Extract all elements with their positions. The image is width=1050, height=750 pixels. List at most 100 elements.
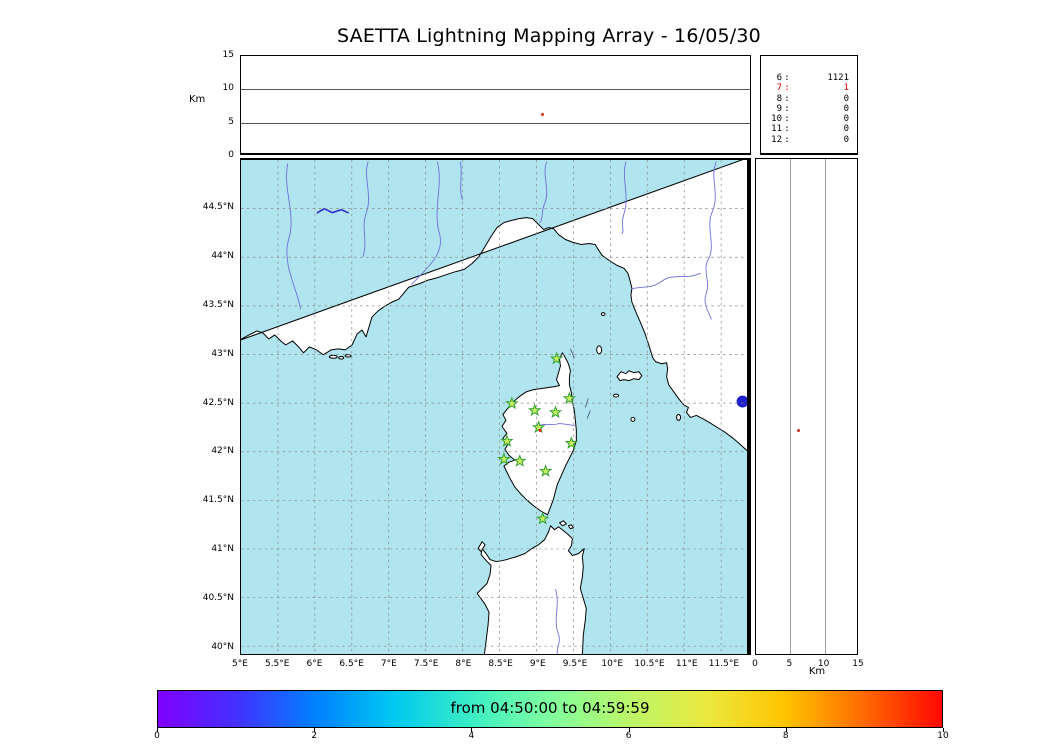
colorbar-tick-mark [628, 728, 630, 732]
longitude-tick-label: 7.5°E [413, 659, 439, 669]
source-count: 1 [843, 83, 849, 94]
station-count-row: 9: 0 [769, 104, 849, 114]
lma-station-marker [531, 420, 546, 434]
colorbar-tick-label: 4 [468, 731, 475, 741]
latitude-tick-label: 43°N [211, 348, 234, 359]
separator: : [784, 73, 790, 83]
porquerolles-island [328, 354, 338, 359]
source-count: 0 [843, 103, 849, 114]
map-panel [240, 158, 751, 655]
longitude-tick-label: 11°E [675, 659, 698, 669]
colorbar-tick-label: 6 [625, 731, 632, 741]
alpine-lake [316, 207, 349, 214]
latitude-tick-label: 40°N [211, 642, 234, 653]
station-count: 11 [771, 124, 782, 135]
station-count: 8 [776, 93, 782, 104]
gorgona-island [600, 312, 606, 317]
latitude-tick-label: 42.5°N [202, 397, 234, 408]
time-range-label: from 04:50:00 to 04:59:59 [450, 699, 650, 717]
river-sardinia [555, 588, 560, 654]
station-count-row: 10: 0 [769, 114, 849, 124]
altitude-gridline-10km [825, 159, 826, 654]
station-count-row: 8: 0 [769, 94, 849, 104]
lma-station-marker [513, 454, 527, 467]
giglio-island [676, 413, 682, 421]
lma-station-marker [548, 405, 563, 419]
altitude-tick-label: 15 [222, 50, 234, 60]
latitude-tick-label: 44.5°N [202, 201, 234, 212]
elba-island [616, 370, 643, 382]
separator: : [784, 114, 790, 125]
lma-station-marker [549, 351, 564, 365]
rivers-layer [286, 161, 717, 654]
montecristo-island [630, 416, 636, 422]
maddalena-island [558, 520, 567, 527]
source-count: 1121 [827, 73, 849, 83]
corsica [501, 352, 577, 516]
colorbar-tick-mark [471, 728, 473, 732]
longitude-tick-label: 6°E [306, 659, 323, 669]
colorbar-tick-mark [157, 728, 158, 732]
river [362, 161, 370, 257]
colorbar-tick-mark [785, 728, 787, 732]
separator: : [784, 134, 790, 145]
lma-station-marker [505, 396, 519, 410]
pianosa-island [613, 393, 620, 398]
lma-station-marker [564, 436, 579, 449]
source-count: 0 [843, 124, 849, 135]
longitude-tick-label: 10.5°E [634, 659, 665, 669]
longitude-tick-label: 9.5°E [562, 659, 588, 669]
sea-mark [570, 348, 575, 358]
lma-station-marker [528, 403, 542, 417]
latitude-tick-label: 44°N [211, 250, 234, 261]
longitude-tick-label: 9°E [529, 659, 546, 669]
caprera-island [567, 524, 574, 530]
lma-station-marker [497, 452, 511, 465]
station-count: 6 [776, 73, 782, 83]
map-canvas [241, 160, 747, 654]
levant-island [344, 354, 352, 358]
latitude-tick-label: 41.5°N [202, 495, 234, 506]
longitude-tick-label: 8.5°E [488, 659, 513, 669]
sea-mark [586, 410, 591, 419]
river [459, 161, 463, 201]
colorbar-tick-mark [314, 728, 316, 732]
lma-station-marker [500, 434, 514, 447]
latitude-tick-label: 41°N [211, 544, 234, 555]
lake-bolsena [736, 395, 747, 408]
lightning-sources [538, 428, 542, 432]
latitude-tick-label: 42°N [211, 446, 234, 457]
river [621, 161, 627, 235]
sardinia [476, 525, 587, 654]
station-count-stats: 6: 1121 7: 1 8: 0 9: 0 10: 0 11: 0 12: 0 [760, 55, 858, 155]
river-arno [631, 272, 701, 290]
altitude-tick-label: 5 [228, 116, 234, 127]
lightning-source-dot-map [538, 428, 542, 432]
lma-station-marker [538, 464, 553, 477]
station-count-row: 11: 0 [769, 124, 849, 134]
altitude-tick-label: 15 [852, 659, 864, 669]
altitude-axis-label: Km [189, 94, 206, 105]
lma-station-marker [535, 511, 550, 525]
station-count: 12 [771, 134, 782, 145]
station-count-row: 12: 0 [769, 135, 849, 145]
continental-coastline [241, 160, 747, 452]
colorbar-tick-label: 10 [937, 731, 949, 741]
source-count: 0 [843, 134, 849, 145]
lma-station-marker [562, 391, 577, 405]
latitude-tick-label: 40.5°N [202, 593, 234, 604]
station-count: 10 [771, 114, 782, 125]
river [539, 161, 548, 224]
colorbar-tick-mark [943, 728, 944, 732]
river [286, 163, 301, 310]
time-colorbar: from 04:50:00 to 04:59:59 [157, 690, 943, 728]
lightning-source-dot-top [541, 113, 545, 117]
altitude-tick-label: 10 [817, 659, 830, 669]
altitude-tick-label: 10 [222, 83, 234, 94]
colorbar-tick-label: 0 [154, 731, 160, 741]
longitude-tick-label: 11.5°E [708, 659, 740, 669]
latitude-tick-label: 43.5°N [202, 299, 234, 310]
separator: : [784, 103, 790, 114]
land-layer [241, 160, 747, 654]
page-title: SAETTA Lightning Mapping Array - 16/05/3… [337, 25, 761, 47]
